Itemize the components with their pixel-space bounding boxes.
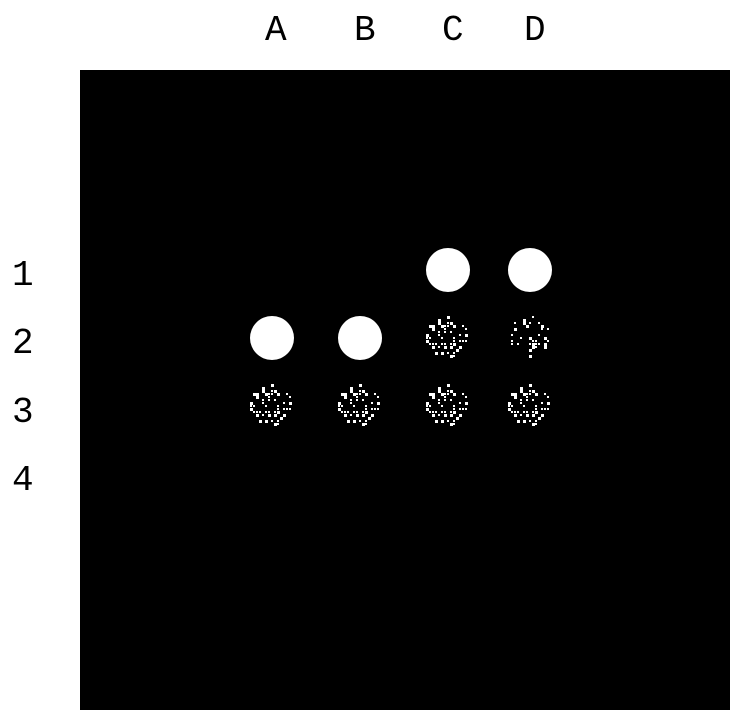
spot-C2 [426, 316, 470, 360]
spot-B2 [338, 316, 382, 360]
col-header-c: C [442, 10, 464, 51]
row-label-4: 4 [12, 460, 34, 501]
row-label-2: 2 [12, 323, 34, 364]
row-label-1: 1 [12, 255, 34, 296]
row-label-3: 3 [12, 392, 34, 433]
col-header-a: A [265, 10, 287, 51]
spot-D1 [508, 248, 552, 292]
assay-plate [80, 70, 730, 710]
spot-A3 [250, 384, 294, 428]
spot-D3 [508, 384, 552, 428]
spot-B3 [338, 384, 382, 428]
row-labels: 1 2 3 4 [12, 0, 62, 726]
column-headers: A B C D [0, 10, 748, 60]
spot-C3 [426, 384, 470, 428]
figure-container: A B C D 1 2 3 4 [0, 0, 748, 726]
spot-D2 [508, 316, 552, 360]
spot-A2 [250, 316, 294, 360]
col-header-b: B [354, 10, 376, 51]
spot-C1 [426, 248, 470, 292]
col-header-d: D [524, 10, 546, 51]
